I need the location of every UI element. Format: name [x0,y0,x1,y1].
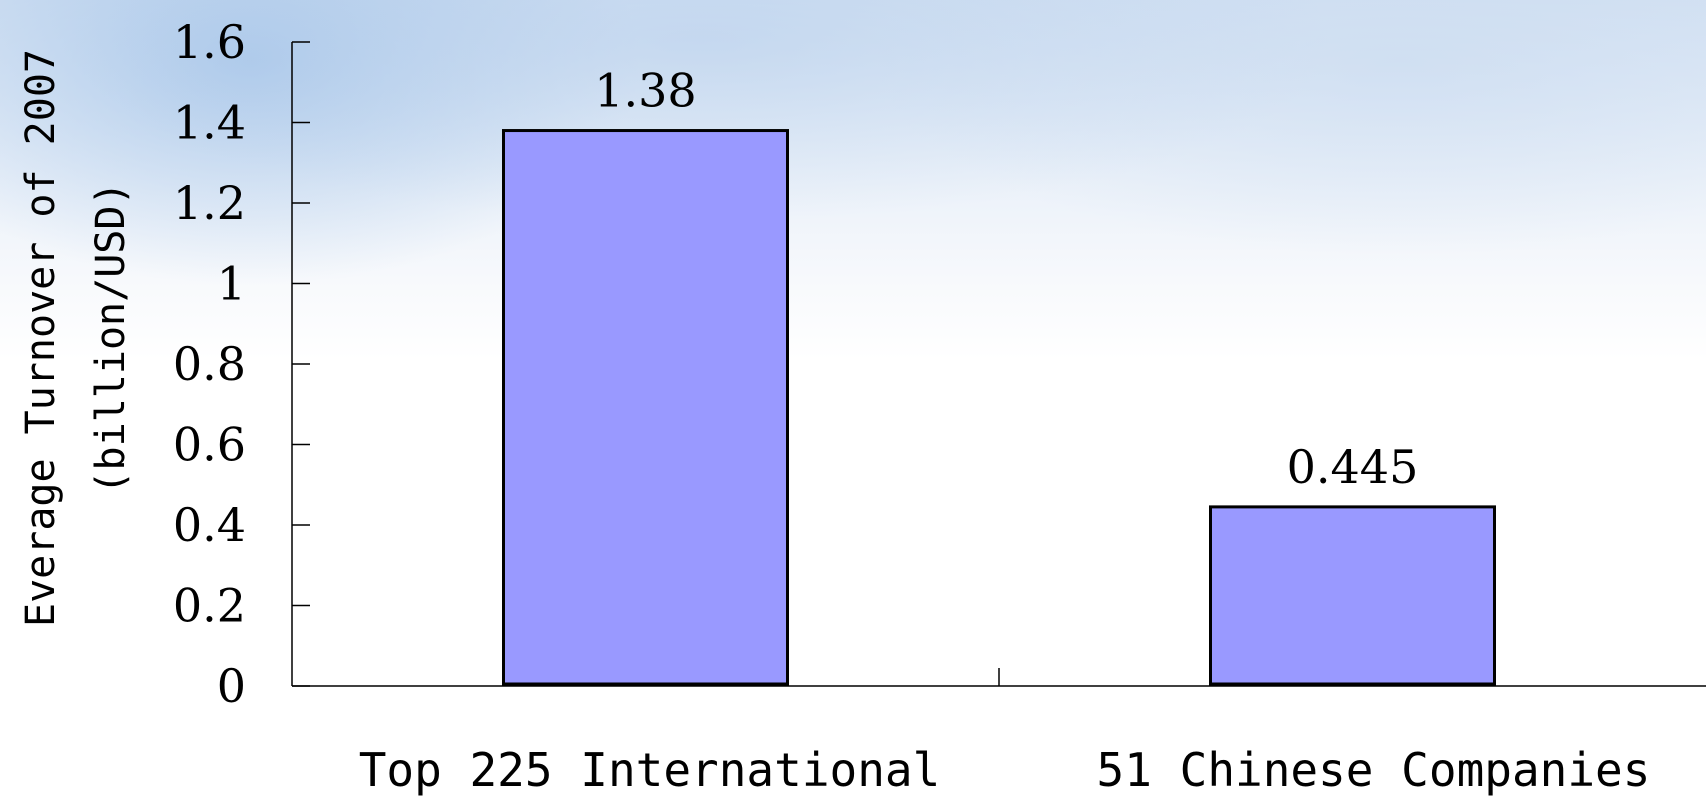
category-labels: Top 225 International 51 Chinese Companie… [359,743,1651,797]
y-tick-label: 0.2 [173,579,246,633]
bar-value-label: 0.445 [1287,440,1419,494]
y-tick-label: 0 [217,659,246,713]
y-tick-label: 1.4 [173,96,246,150]
y-tick-label: 1.2 [173,176,246,230]
y-axis-title-line-1: Everage Turnover of 2007 [18,49,64,627]
y-tick-label: 0.4 [173,498,246,552]
axes [291,42,1706,687]
y-tick-label: 1 [217,257,246,311]
y-axis-ticks: 0 0.2 0.4 0.6 0.8 1 1.2 1.4 1.6 [173,15,310,713]
bars [502,129,1496,686]
x-category-label: 51 Chinese Companies [1097,743,1651,797]
x-category-label: Top 225 International [359,743,941,797]
y-axis-title-line-2: (billion/USD) [88,181,134,494]
y-tick-label: 0.8 [173,337,246,391]
y-axis-title: Everage Turnover of 2007 (billion/USD) [18,49,134,627]
y-tick-label: 0.6 [173,418,246,472]
bar [502,129,789,686]
value-labels: 1.38 0.445 [594,64,1418,494]
bar [1209,505,1496,686]
bar-value-label: 1.38 [594,64,696,118]
y-tick-label: 1.6 [173,15,246,69]
